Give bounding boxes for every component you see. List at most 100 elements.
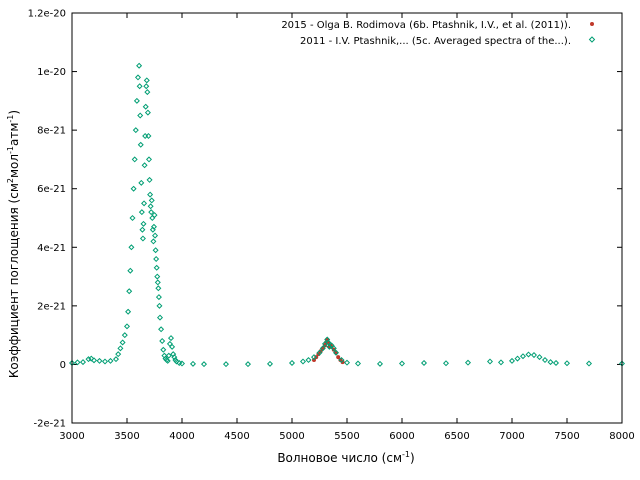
data-point [137,141,144,148]
data-point [121,332,128,339]
data-point [525,351,532,358]
data-point [299,358,307,365]
data-point [398,360,406,367]
data-point [126,288,133,295]
data-point [336,355,341,360]
data-point [508,357,516,364]
data-point [139,235,146,242]
data-point [222,361,230,368]
x-tick-label: 3500 [114,431,139,442]
data-point [148,209,155,216]
data-point [514,355,521,362]
data-point [464,359,472,366]
data-point [530,352,538,359]
data-point [152,232,159,239]
data-point [536,354,543,361]
x-axis-label: Волновое число (см-1) [277,450,414,465]
data-point [541,357,549,364]
x-tick-label: 6500 [444,431,469,442]
data-point [147,191,154,198]
data-point [340,360,345,365]
legend-label-ptashnik: 2011 - I.V. Ptashnik,... (5c. Averaged s… [300,36,571,47]
data-point [88,355,95,362]
data-point [338,357,345,364]
y-tick-label: 2e-21 [37,301,66,312]
y-tick-label: -2e-21 [34,419,66,430]
data-point [156,302,163,309]
data-point [150,238,157,245]
x-tick-label: 4500 [224,431,249,442]
data-point [119,339,126,346]
data-point [156,314,164,321]
data-point [117,345,124,352]
data-point [153,264,160,271]
data-point [147,203,154,210]
data-point [325,339,332,346]
data-point [115,351,122,358]
data-point [125,308,132,315]
data-point [316,349,323,356]
data-point [169,343,176,350]
data-point [139,226,146,233]
data-point [497,359,505,366]
y-axis-ticks: -2e-21 0 2e-21 4e-21 6e-21 8e-21 1e-20 1.2e-20 [28,9,622,430]
data-point [167,335,175,342]
data-point [112,356,120,363]
data-point [486,358,494,365]
y-tick-label: 6e-21 [37,184,66,195]
x-tick-label: 8000 [609,431,634,442]
x-tick-label: 4000 [169,431,194,442]
data-point [138,209,145,216]
data-point [123,323,131,330]
data-point [101,358,109,365]
data-point [200,361,208,368]
data-point [442,360,450,367]
data-point [79,359,87,366]
data-point [244,361,252,368]
y-tick-label: 1e-20 [37,67,66,78]
data-point [74,359,81,366]
data-point [128,244,135,251]
data-point [90,357,98,364]
legend: 2015 - Olga B. Rodimova (6b. Ptashnik, I… [281,20,596,47]
data-point [127,267,134,274]
legend-marker-rodimova [590,22,594,26]
data-point [140,220,147,227]
data-point [145,156,153,163]
data-point [154,273,161,280]
data-point [319,345,326,352]
data-point [160,346,167,353]
data-point [133,97,140,104]
data-point [173,358,180,365]
data-point [145,132,152,140]
data-point [143,83,150,90]
data-point [305,357,312,364]
data-point [189,360,197,367]
y-axis-label: Коэффициент поглощения (см2мол-1атм-1) [6,110,21,378]
data-point [519,353,527,360]
data-point [129,214,136,222]
x-tick-label: 6000 [389,431,414,442]
data-point [146,176,153,183]
data-point [151,212,158,219]
data-point [155,285,162,292]
data-point [144,89,151,96]
data-point [138,179,145,186]
data-point [137,112,144,119]
x-tick-label: 5500 [334,431,359,442]
data-point [376,360,384,367]
series-ptashnik [68,62,626,368]
y-tick-label: 0 [60,360,66,371]
data-point [96,357,103,364]
y-tick-label: 8e-21 [37,126,66,137]
data-point [158,326,165,333]
data-point [152,247,159,254]
data-point [131,156,138,163]
data-point [266,360,274,367]
data-point [288,359,296,366]
data-point [343,359,351,366]
data-point [331,347,336,352]
x-tick-label: 7000 [499,431,524,442]
data-point [143,77,150,84]
